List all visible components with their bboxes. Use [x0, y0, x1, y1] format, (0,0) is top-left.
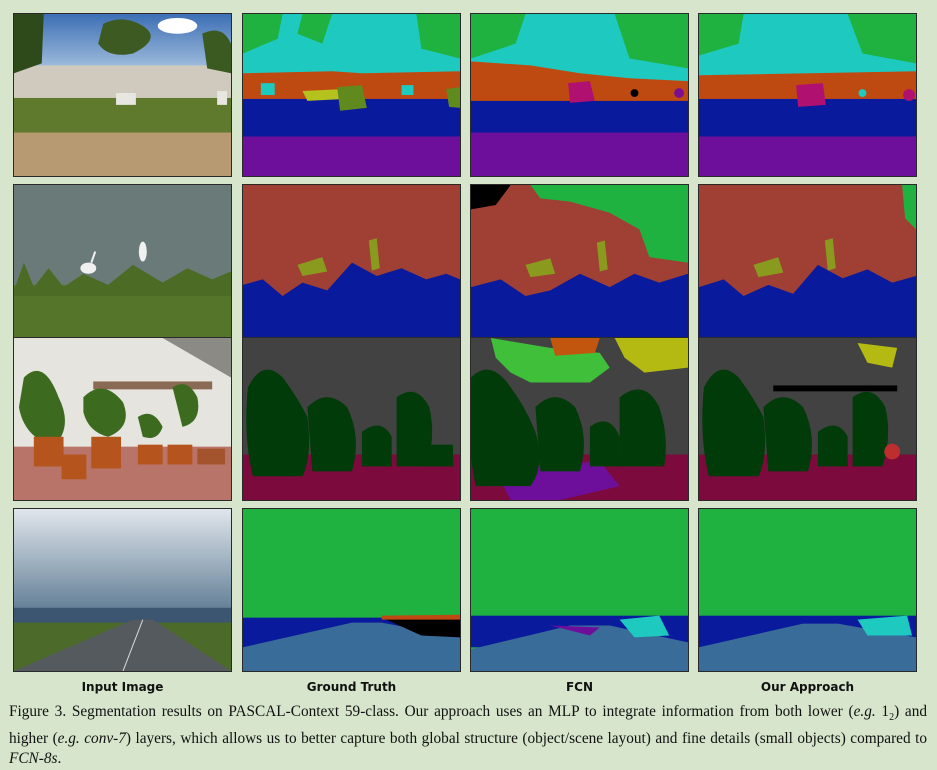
ground-truth-row2: [242, 184, 461, 348]
column-label-our-approach: Our Approach: [760, 680, 855, 694]
column-label-fcn: FCN: [565, 680, 594, 694]
caption-label: Figure 3.: [9, 703, 67, 720]
caption-eg-2: e.g.: [57, 729, 80, 747]
ground-truth-row1: [242, 13, 461, 177]
our-approach-row1: [698, 13, 917, 177]
fcn-row3: [470, 337, 689, 501]
ground-truth-row4: [242, 508, 461, 672]
caption-symbol: 1: [881, 703, 890, 720]
ground-truth-row3: [242, 337, 461, 501]
fcn-row4: [470, 508, 689, 672]
our-approach-row4: [698, 508, 917, 672]
column-label-input-image: Input Image: [81, 680, 164, 694]
caption-fcn: FCN-8s: [9, 750, 58, 768]
column-label-ground-truth: Ground Truth: [306, 680, 397, 694]
caption-conv: conv-7: [84, 729, 126, 747]
input-image-row1: [13, 13, 232, 177]
caption-symbol-subscript: 2: [889, 712, 895, 724]
input-image-row4: [13, 508, 232, 672]
caption-text-2: ) and higher (: [9, 703, 927, 747]
our-approach-row2: [698, 184, 917, 348]
our-approach-row3: [698, 337, 917, 501]
caption-text-3: ) layers, which allows us to better capt…: [125, 729, 927, 747]
caption-eg-1: e.g.: [853, 703, 876, 720]
fcn-row1: [470, 13, 689, 177]
figure-caption: Figure 3. Segmentation results on PASCAL…: [9, 702, 927, 770]
caption-text-1: Segmentation results on PASCAL-Context 5…: [66, 703, 854, 720]
figure-grid: Input Image Ground Truth FCN Our Approac…: [13, 13, 917, 694]
input-image-row3: [13, 337, 232, 501]
fcn-row2: [470, 184, 689, 348]
caption-text-4: .: [57, 750, 62, 768]
input-image-row2: [13, 184, 232, 348]
